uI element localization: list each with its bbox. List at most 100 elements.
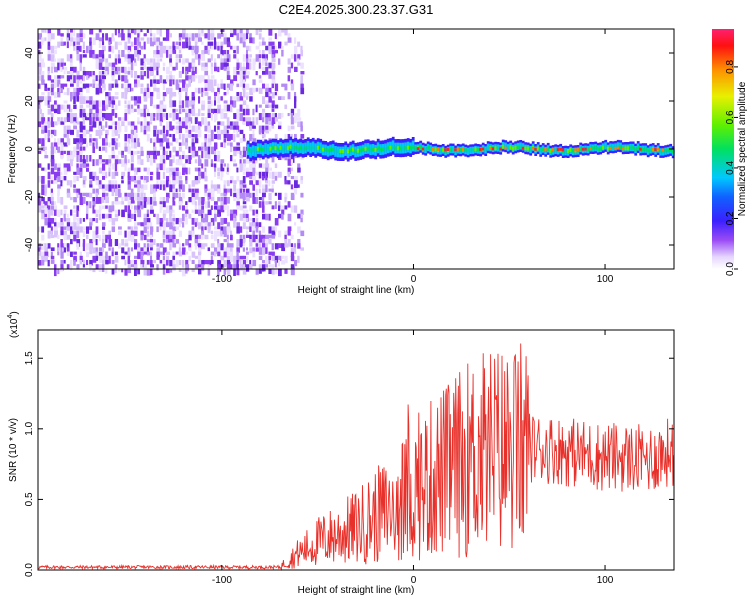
spectrogram-cell	[89, 180, 93, 186]
spectrogram-cell	[121, 83, 124, 89]
spectrogram-cell	[191, 37, 195, 41]
spectrogram-cell	[194, 222, 197, 227]
spectrogram-cell	[262, 192, 266, 198]
spectrogram-cell	[44, 218, 48, 224]
spectrogram-cell	[249, 45, 252, 52]
spectrogram-cell	[38, 197, 41, 205]
spectrogram-cell	[66, 264, 70, 270]
spectrogram-cell	[130, 58, 133, 63]
spectrogram-cell	[153, 142, 156, 150]
spectrogram-cell	[226, 180, 230, 187]
spectrogram-cell	[50, 230, 53, 238]
spectrogram-cell	[50, 226, 53, 234]
spectrogram-cell	[297, 108, 301, 117]
spectrogram-cell	[265, 247, 268, 254]
spectrogram-cell	[153, 188, 156, 197]
spectrogram-cell	[38, 83, 41, 89]
spectrogram-cell	[287, 113, 290, 117]
spectrogram-cell	[162, 113, 167, 120]
spectrogram-cell	[63, 71, 66, 75]
spectrogram-cell	[491, 147, 495, 151]
spectrogram-cell	[191, 100, 195, 106]
spectrogram-cell	[105, 66, 109, 75]
spectrogram-cell	[198, 159, 202, 167]
spectrogram-cell	[79, 134, 84, 142]
spectrogram-cell	[220, 33, 225, 37]
spectrogram-cell	[114, 201, 118, 205]
spectrogram-cell	[258, 113, 262, 121]
spectrogram-cell	[169, 50, 172, 56]
spectrogram-cell	[236, 117, 240, 121]
spectrogram-cell	[268, 239, 272, 245]
spectrogram-cell	[41, 205, 45, 209]
spectrogram-cell	[175, 251, 179, 255]
spectrogram-cell	[79, 87, 83, 95]
spectrogram-cell	[76, 230, 80, 239]
spectrogram-cell	[89, 155, 92, 162]
spectrogram-cell	[182, 134, 185, 139]
spectrogram-cell	[294, 205, 298, 213]
spectrogram-cell	[249, 218, 253, 221]
spectrogram-cell	[98, 87, 103, 94]
spectrogram-cell	[178, 222, 182, 228]
spectrogram-cell	[233, 163, 238, 167]
spectrogram-cell	[121, 268, 124, 273]
spectrogram-cell	[98, 159, 102, 165]
spectrogram-cell	[159, 209, 162, 213]
spectrogram-cell	[242, 87, 246, 93]
spectrogram-cell	[156, 138, 161, 143]
spectrogram-cell	[108, 184, 112, 192]
spectrogram-cell	[204, 66, 209, 73]
spectrogram-cell	[60, 180, 63, 187]
spectrogram-cell	[146, 247, 149, 256]
spectrogram-cell	[124, 125, 128, 133]
spectrogram-cell	[294, 113, 298, 121]
spectrogram-cell	[66, 37, 69, 44]
spectrogram-cell	[86, 192, 90, 197]
spectrogram-cell	[217, 33, 222, 39]
spectrogram-cell	[137, 184, 140, 193]
spectrogram-cell	[191, 62, 196, 68]
spectrogram-cell	[47, 201, 50, 206]
spectrogram-cell	[102, 171, 106, 176]
spectrogram-cell	[297, 243, 301, 249]
spectrogram-cell	[297, 226, 301, 234]
spectrogram-cell	[269, 146, 273, 151]
spectrogram-cell	[121, 176, 124, 180]
spectrogram-cell	[140, 108, 144, 117]
spectrogram-cell	[86, 226, 90, 234]
spectrogram-cell	[134, 79, 138, 88]
spectrogram-cell	[182, 167, 186, 173]
spectrogram-cell	[162, 180, 167, 186]
spectrogram-cell	[92, 142, 95, 148]
spectrogram-cell	[73, 176, 77, 183]
spectrogram-cell	[150, 62, 154, 67]
spectrogram-cell	[150, 230, 153, 237]
spectrogram-cell	[41, 125, 46, 134]
spectrogram-cell	[271, 146, 275, 150]
spectrogram-cell	[274, 113, 277, 118]
spectrogram-cell	[294, 45, 298, 54]
spectrogram-cell	[204, 243, 208, 247]
spectrogram-cell	[63, 243, 68, 247]
spectrogram-cell	[220, 79, 223, 86]
spectrogram-cell	[214, 113, 218, 121]
spectrogram-cell	[38, 41, 42, 49]
spectrogram-cell	[429, 146, 433, 151]
spectrogram-cell	[89, 125, 93, 132]
spectrogram-cell	[246, 218, 249, 222]
spectrogram-cell	[300, 192, 304, 198]
spectrogram-cell	[114, 255, 119, 263]
spectrogram-cell	[262, 117, 265, 123]
spectrogram-cell	[233, 129, 236, 133]
spectrogram-cell	[79, 159, 83, 163]
spectrogram-cell	[70, 54, 73, 61]
spectrogram-cell	[249, 96, 253, 102]
spectrogram-cell	[324, 147, 328, 152]
spectrogram-cell	[210, 218, 215, 226]
spectrogram-cell	[239, 37, 243, 44]
spectrogram-cell	[162, 247, 167, 253]
spectrogram-cell	[252, 134, 255, 141]
spectrogram-cell	[146, 121, 150, 129]
spectrogram-cell	[175, 108, 178, 112]
